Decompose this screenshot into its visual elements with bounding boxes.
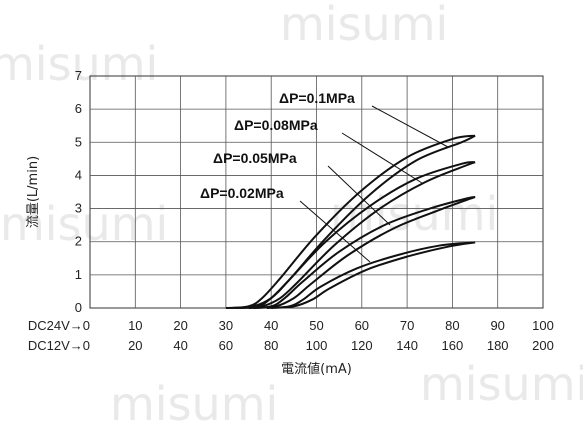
series-leader-line (341, 132, 423, 184)
series-curve-decreasing (239, 161, 476, 309)
y-tick-label: 6 (75, 101, 82, 116)
series-label: ΔP=0.08MPa (234, 117, 318, 133)
watermark-text: misumi (280, 0, 448, 51)
y-tick-label: 0 (75, 300, 82, 315)
series-leader-line (371, 105, 449, 148)
label-layer: 0 1 2 3 4 5 6 7 流量(L/min) DC24V→0 10 20 30 40 50 60 70 80… (26, 68, 554, 377)
x-tick-label: 140 (396, 338, 418, 353)
x-tick-label: 40 (264, 318, 278, 333)
x-tick-label: 60 (219, 338, 233, 353)
x-tick-label: 90 (490, 318, 504, 333)
series-layer (225, 134, 476, 309)
x-tick-label: 40 (173, 338, 187, 353)
x-tick-label: 20 (173, 318, 187, 333)
x-tick-label: 80 (445, 318, 459, 333)
y-tick-label: 5 (75, 134, 82, 149)
x-tick-label: 200 (532, 338, 554, 353)
x-axis-row-label: DC12V→0 (28, 338, 90, 353)
watermark-text: misumi (0, 37, 158, 91)
y-tick-label: 1 (75, 267, 82, 282)
x-tick-label: 100 (532, 318, 554, 333)
series-leader-line (299, 200, 371, 263)
series-curve-increasing (234, 161, 476, 309)
x-axis-row-label: DC24V→0 (28, 318, 90, 333)
x-tick-label: 80 (264, 338, 278, 353)
series-label: ΔP=0.02MPa (200, 185, 284, 201)
series-curve-decreasing (253, 196, 476, 309)
x-tick-label: 100 (306, 338, 328, 353)
x-tick-label: 70 (400, 318, 414, 333)
series-leader-line (327, 165, 391, 226)
x-tick-label: 10 (128, 318, 142, 333)
x-tick-label: 120 (351, 338, 373, 353)
x-tick-label: 20 (128, 338, 142, 353)
y-axis-label: 流量(L/min) (26, 156, 41, 228)
x-tick-label: 30 (219, 318, 233, 333)
x-tick-label: 180 (487, 338, 509, 353)
y-tick-label: 4 (75, 167, 82, 182)
watermark-text: misumi (420, 357, 583, 411)
y-tick-label: 2 (75, 234, 82, 249)
y-tick-label: 3 (75, 201, 82, 216)
x-axis-label: 電流値(mA) (281, 361, 352, 377)
series-curve-increasing (248, 196, 476, 309)
series-label: ΔP=0.1MPa (279, 90, 355, 106)
y-tick-label: 7 (75, 68, 82, 83)
series-label: ΔP=0.05MPa (213, 150, 297, 166)
x-tick-label: 50 (309, 318, 323, 333)
series-curve-decreasing (271, 241, 476, 309)
x-tick-label: 60 (355, 318, 369, 333)
watermark-text: misumi (110, 377, 278, 431)
grid-layer (89, 75, 544, 309)
x-tick-label: 160 (442, 338, 464, 353)
series-curve-decreasing (230, 134, 476, 309)
